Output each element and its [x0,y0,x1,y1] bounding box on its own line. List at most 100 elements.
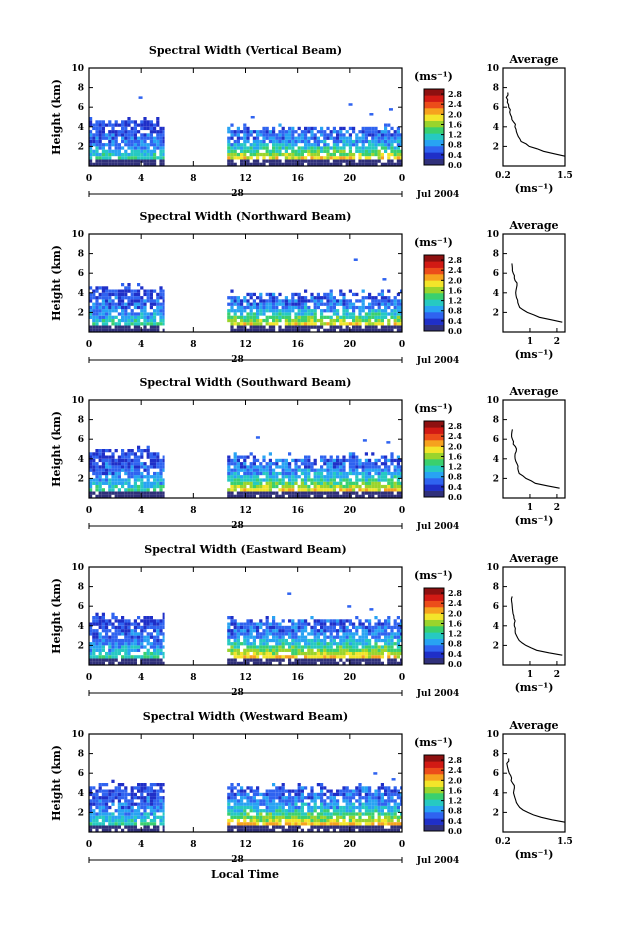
heatmap-cell [124,632,128,636]
heatmap-cell [320,302,324,306]
heatmap-cell [348,651,352,656]
heatmap-cell [342,828,346,832]
heatmap-cell [117,159,121,163]
heatmap-cell [323,296,327,300]
heatmap-cell [240,149,244,153]
heatmap-cell [304,312,308,316]
heatmap-cell [329,325,333,329]
heatmap-cell [342,651,346,656]
heatmap-cell [159,494,163,498]
heatmap-cell [162,619,165,623]
colorbar-tick-label: 1.6 [448,451,462,461]
heatmap-cell [156,481,160,485]
heatmap-cell [345,786,349,790]
heatmap-cell [92,629,96,633]
heatmap-cell [233,629,237,633]
heatmap-cell [227,162,231,166]
heatmap-cell [316,822,320,826]
heatmap-cell [130,805,134,810]
heatmap-cell [361,475,365,479]
heatmap-cell [377,655,381,659]
heatmap-cell [89,625,93,630]
heatmap-cell [111,315,115,319]
heatmap-cell [162,149,165,153]
heatmap-cell [153,809,157,813]
heatmap-cell [364,812,368,816]
heatmap-cell [304,462,308,466]
x-tick-label: 8 [190,506,196,516]
heatmap-cell [246,796,250,800]
heatmap-cell [133,786,137,790]
heatmap-cell [377,625,381,630]
heatmap-cell [291,146,295,150]
heatmap-echo [255,436,260,439]
heatmap-cell [297,812,301,816]
heatmap-cell [89,120,93,124]
heatmap-cell [98,136,102,140]
heatmap-cell [371,296,375,300]
heatmap-cell [387,818,391,823]
heatmap-cell [92,632,96,636]
colorbar-swatch [424,793,444,800]
heatmap-cell [159,478,163,482]
heatmap-cell [281,828,285,832]
heatmap-cell [339,812,343,816]
heatmap-cell [316,629,320,633]
heatmap-cell [233,315,237,319]
heatmap-cell [304,289,308,293]
heatmap-cell [124,619,128,623]
heatmap-cell [265,130,269,134]
heatmap-cell [345,475,349,479]
heatmap-cell [259,152,263,157]
heatmap-cell [156,136,160,140]
heatmap-cell [291,322,295,326]
heatmap-cell [153,149,157,153]
heatmap-cell [230,812,234,816]
heatmap-cell [117,488,121,492]
heatmap-cell [111,616,115,620]
heatmap-cell [275,146,279,150]
heatmap-cell [268,292,272,297]
heatmap-cell [361,632,365,636]
heatmap-cell [268,651,272,656]
heatmap-cell [259,465,263,469]
heatmap-cell [377,156,381,160]
heatmap-cell [262,139,266,144]
heatmap-cell [101,825,105,829]
heatmap-cell [89,822,93,826]
heatmap-cell [143,289,147,293]
heatmap-cell [156,622,160,626]
heatmap-cell [342,465,346,469]
heatmap-cell [233,130,237,134]
heatmap-cell [108,449,112,453]
heatmap-cell [396,638,400,643]
heatmap-cell [105,809,109,813]
colorbar-tick-label: 0.0 [448,160,462,170]
heatmap-cell [121,815,125,819]
colorbar-tick-label: 2.0 [448,441,462,451]
heatmap-cell [278,488,282,492]
heatmap-cell [159,162,163,166]
heatmap-cell [114,632,118,636]
heatmap-cell [130,471,134,476]
heatmap-cell [153,488,157,492]
heatmap-cell [227,458,231,463]
heatmap-cell [101,789,105,793]
heatmap-cell [230,471,234,476]
heatmap-cell [377,312,381,316]
heatmap-cell [143,818,147,823]
heatmap-cell [101,449,105,453]
heatmap-cell [240,152,244,157]
heatmap-cell [275,296,279,300]
heatmap-cell [291,468,295,472]
heatmap-cell [124,328,128,332]
heatmap-cell [105,783,109,787]
heatmap-cell [300,139,304,144]
heatmap-cell [146,786,150,790]
heatmap-cell [358,815,362,819]
date-label: Jul 2004 [416,856,459,866]
heatmap-cell [284,648,288,652]
heatmap-cell [259,478,263,482]
heatmap-cell [230,792,234,797]
